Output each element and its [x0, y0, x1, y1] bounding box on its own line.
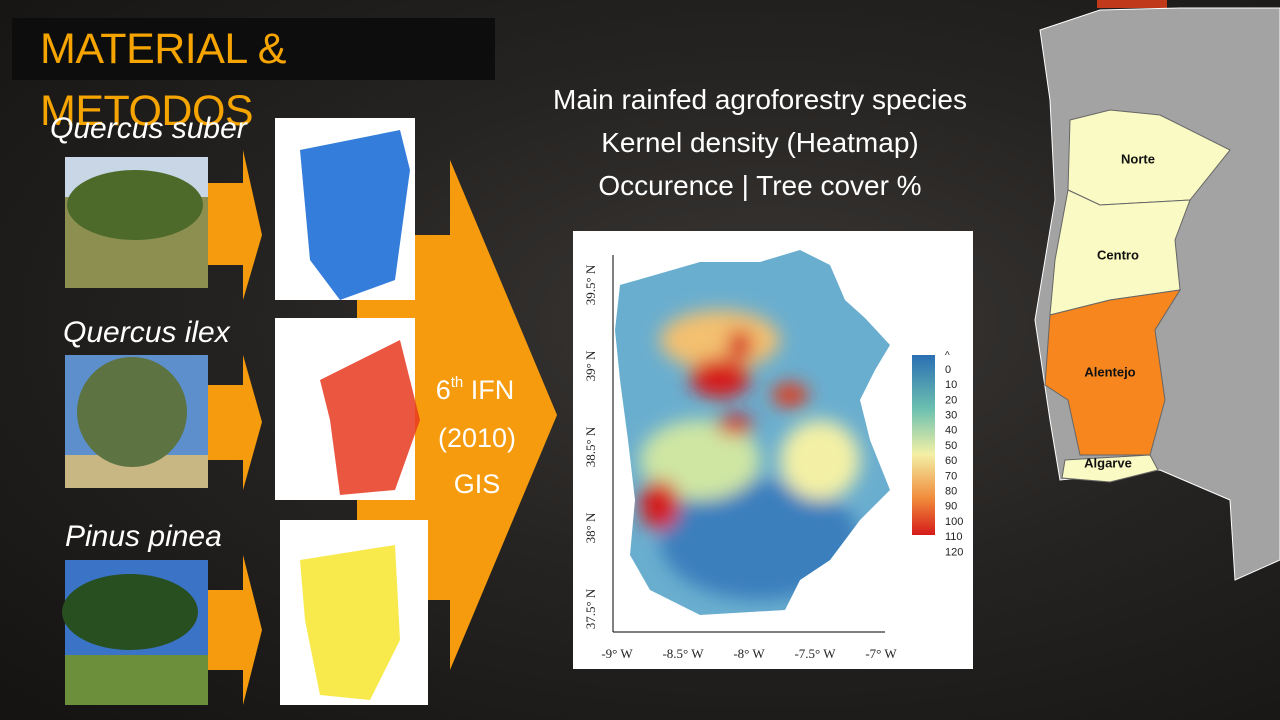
- legend-label: 20: [945, 394, 957, 406]
- map-pinea-dots: [300, 545, 400, 700]
- map-top: [1097, 0, 1167, 8]
- region-label: Alentejo: [1084, 364, 1135, 379]
- y-tick-label: 39.5° N: [583, 264, 598, 305]
- region-label: Centro: [1097, 247, 1139, 262]
- y-tick-label: 38.5° N: [583, 426, 598, 467]
- x-tick-label: -8° W: [733, 646, 765, 661]
- photo-tree: [62, 574, 198, 650]
- photo-tree: [67, 170, 203, 240]
- legend-label: 50: [945, 440, 957, 452]
- y-tick-label: 38° N: [583, 512, 598, 543]
- colorbar: [912, 355, 935, 535]
- map-suber-dots: [300, 130, 410, 300]
- legend-label: 120: [945, 546, 963, 558]
- legend-label: 40: [945, 425, 957, 437]
- species-name: Quercus suber: [50, 112, 247, 145]
- legend-label: 60: [945, 455, 957, 467]
- legend-label: 10: [945, 379, 957, 391]
- y-tick-label: 37.5° N: [583, 588, 598, 629]
- region-labels: Norte Centro Alentejo Algarve: [1084, 151, 1155, 470]
- x-tick-label: -7.5° W: [794, 646, 836, 661]
- photo-ground: [65, 655, 208, 705]
- legend-label: 80: [945, 486, 957, 498]
- region-label: Algarve: [1084, 455, 1132, 470]
- legend-label: 100: [945, 516, 963, 528]
- process-line2: (2010): [438, 423, 516, 453]
- species-name: Pinus pinea: [65, 520, 222, 553]
- legend-label: 110: [945, 531, 963, 543]
- legend-label: 30: [945, 410, 957, 422]
- photo-tree: [77, 357, 187, 467]
- process-line1: 6th IFN: [436, 374, 515, 405]
- region-algarve: [1061, 454, 1159, 483]
- subtitle: Main rainfed agroforestry species: [553, 84, 967, 115]
- map-ilex-dots: [320, 340, 420, 495]
- subtitle: Kernel density (Heatmap): [601, 127, 919, 158]
- x-tick-label: -9° W: [601, 646, 633, 661]
- legend-marker: ^: [945, 351, 950, 362]
- heatmap-labels: 39.5° N 39° N 38.5° N 38° N 37.5° N -9° W -8.5…: [583, 264, 963, 661]
- region-label: Norte: [1121, 151, 1155, 166]
- x-tick-label: -8.5° W: [662, 646, 704, 661]
- legend-label: 70: [945, 470, 957, 482]
- heatmap: [615, 250, 890, 615]
- x-tick-label: -7° W: [865, 646, 897, 661]
- legend-label: 0: [945, 364, 951, 376]
- legend-label: 90: [945, 501, 957, 513]
- region-alentejo: [1044, 289, 1181, 456]
- species-name: Quercus ilex: [63, 316, 230, 349]
- slide-title: MATERIAL & METODOS: [12, 18, 495, 135]
- process-line3: GIS: [454, 469, 501, 499]
- y-tick-label: 39° N: [583, 350, 598, 381]
- subtitle: Occurence | Tree cover %: [598, 170, 922, 201]
